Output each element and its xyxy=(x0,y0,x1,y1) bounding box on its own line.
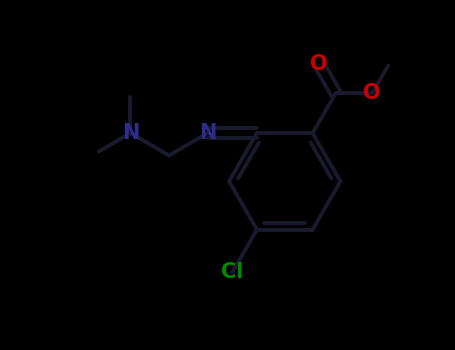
Text: O: O xyxy=(310,54,328,74)
Text: N: N xyxy=(199,123,216,143)
Text: Cl: Cl xyxy=(221,262,243,282)
Text: O: O xyxy=(364,83,381,103)
Text: N: N xyxy=(122,123,139,143)
